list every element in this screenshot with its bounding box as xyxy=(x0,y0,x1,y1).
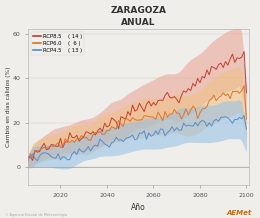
Legend: RCP8.5    ( 14 ), RCP6.0    (  6 ), RCP4.5    ( 13 ): RCP8.5 ( 14 ), RCP6.0 ( 6 ), RCP4.5 ( 13… xyxy=(31,32,84,55)
Text: © Agencia Estatal de Meteorología: © Agencia Estatal de Meteorología xyxy=(5,213,67,217)
Y-axis label: Cambio en días cálidos (%): Cambio en días cálidos (%) xyxy=(5,67,11,148)
X-axis label: Año: Año xyxy=(131,203,146,213)
Title: ZARAGOZA
ANUAL: ZARAGOZA ANUAL xyxy=(110,5,166,27)
Text: AEMet: AEMet xyxy=(227,210,252,216)
